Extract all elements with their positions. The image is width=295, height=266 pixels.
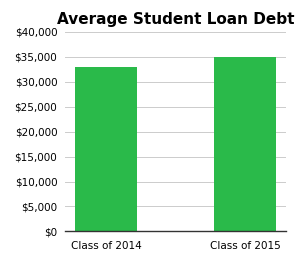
Title: Average Student Loan Debt: Average Student Loan Debt [57, 12, 294, 27]
Bar [214, 57, 276, 231]
Bar [75, 67, 137, 231]
